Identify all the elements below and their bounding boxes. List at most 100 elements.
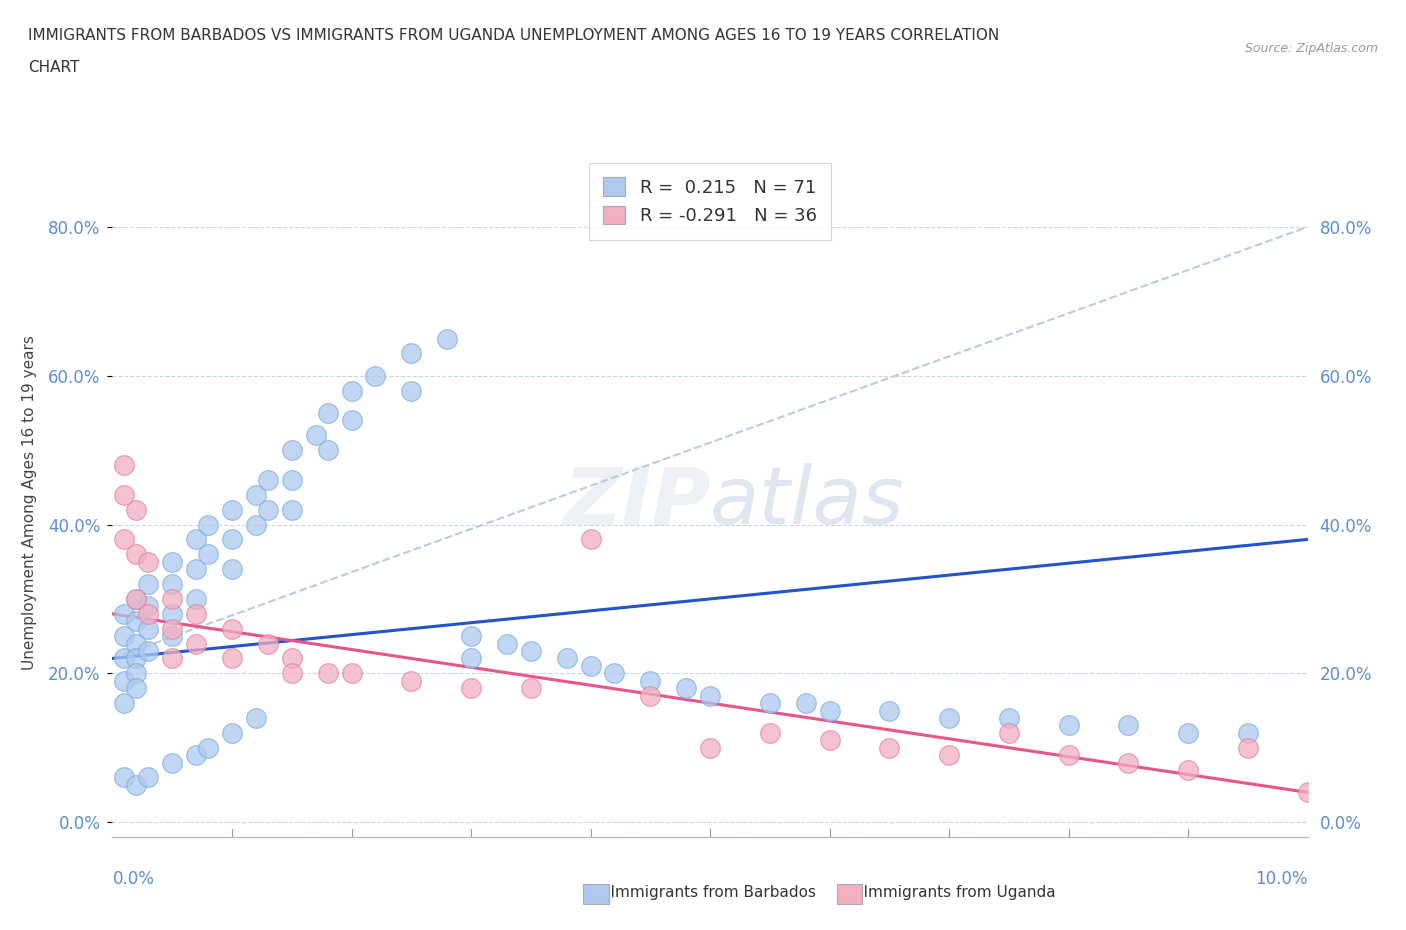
Point (162, 606, 183, 621)
Point (197, 547, 219, 562)
Point (877, 740, 901, 755)
Point (759, 696, 782, 711)
Point (316, 443, 339, 458)
Point (675, 681, 697, 696)
Point (221, 651, 243, 666)
Point (138, 621, 160, 636)
Point (138, 577, 160, 591)
Point (186, 606, 208, 621)
Point (401, 383, 423, 398)
Point (221, 562, 243, 577)
Point (938, 748, 960, 763)
Point (460, 681, 482, 696)
Point (138, 599, 160, 614)
Point (1118, 718, 1140, 733)
Point (125, 591, 148, 606)
Point (125, 777, 148, 792)
Point (125, 636, 148, 651)
Point (162, 629, 183, 644)
Text: ZIP: ZIP (562, 463, 710, 541)
Point (304, 428, 326, 443)
Text: 10.0%: 10.0% (1256, 870, 1308, 888)
Point (245, 711, 267, 725)
Point (794, 696, 817, 711)
Point (638, 688, 662, 703)
Point (1057, 748, 1080, 763)
Point (162, 621, 183, 636)
Point (114, 487, 135, 502)
Point (340, 383, 363, 398)
Point (114, 673, 135, 688)
Point (125, 681, 148, 696)
Point (125, 591, 148, 606)
Text: 0.0%: 0.0% (112, 870, 155, 888)
Point (638, 673, 662, 688)
Point (579, 658, 602, 673)
Point (186, 636, 208, 651)
Point (138, 770, 160, 785)
Text: Immigrants from Barbados: Immigrants from Barbados (591, 885, 815, 900)
Point (186, 532, 208, 547)
Point (125, 651, 148, 666)
Point (125, 614, 148, 629)
Text: IMMIGRANTS FROM BARBADOS VS IMMIGRANTS FROM UGANDA UNEMPLOYMENT AMONG AGES 16 TO: IMMIGRANTS FROM BARBADOS VS IMMIGRANTS F… (28, 28, 1000, 43)
Point (818, 703, 841, 718)
Point (221, 621, 243, 636)
Point (138, 554, 160, 569)
Point (186, 748, 208, 763)
Point (281, 472, 304, 487)
Point (162, 577, 183, 591)
Point (998, 725, 1021, 740)
Point (1057, 718, 1080, 733)
Point (125, 547, 148, 562)
Point (114, 696, 135, 711)
Point (520, 644, 543, 658)
Point (340, 666, 363, 681)
Point (257, 502, 280, 517)
Point (281, 651, 304, 666)
Point (114, 651, 135, 666)
Point (138, 644, 160, 658)
Point (1118, 755, 1140, 770)
Point (340, 413, 363, 428)
Point (281, 443, 304, 458)
Point (245, 517, 267, 532)
Point (938, 711, 960, 725)
Text: atlas: atlas (710, 463, 905, 541)
Point (162, 554, 183, 569)
Point (162, 755, 183, 770)
Point (818, 733, 841, 748)
Point (555, 651, 578, 666)
Point (257, 636, 280, 651)
Point (281, 502, 304, 517)
Point (114, 770, 135, 785)
Point (257, 472, 280, 487)
Point (460, 629, 482, 644)
Point (401, 673, 423, 688)
Point (699, 688, 721, 703)
Legend: R =  0.215   N = 71, R = -0.291   N = 36: R = 0.215 N = 71, R = -0.291 N = 36 (589, 163, 831, 240)
Point (998, 711, 1021, 725)
Point (162, 591, 183, 606)
Point (316, 405, 339, 420)
Point (759, 725, 782, 740)
Point (114, 458, 135, 472)
Point (520, 681, 543, 696)
Point (1237, 725, 1260, 740)
Point (603, 666, 626, 681)
Point (138, 606, 160, 621)
Point (436, 331, 458, 346)
Point (114, 629, 135, 644)
Point (197, 517, 219, 532)
Point (221, 725, 243, 740)
Point (114, 606, 135, 621)
Point (1296, 785, 1319, 800)
Point (579, 532, 602, 547)
Point (125, 502, 148, 517)
Point (281, 666, 304, 681)
Point (114, 532, 135, 547)
Point (1177, 763, 1199, 777)
Point (364, 368, 387, 383)
Point (460, 651, 482, 666)
Point (186, 591, 208, 606)
